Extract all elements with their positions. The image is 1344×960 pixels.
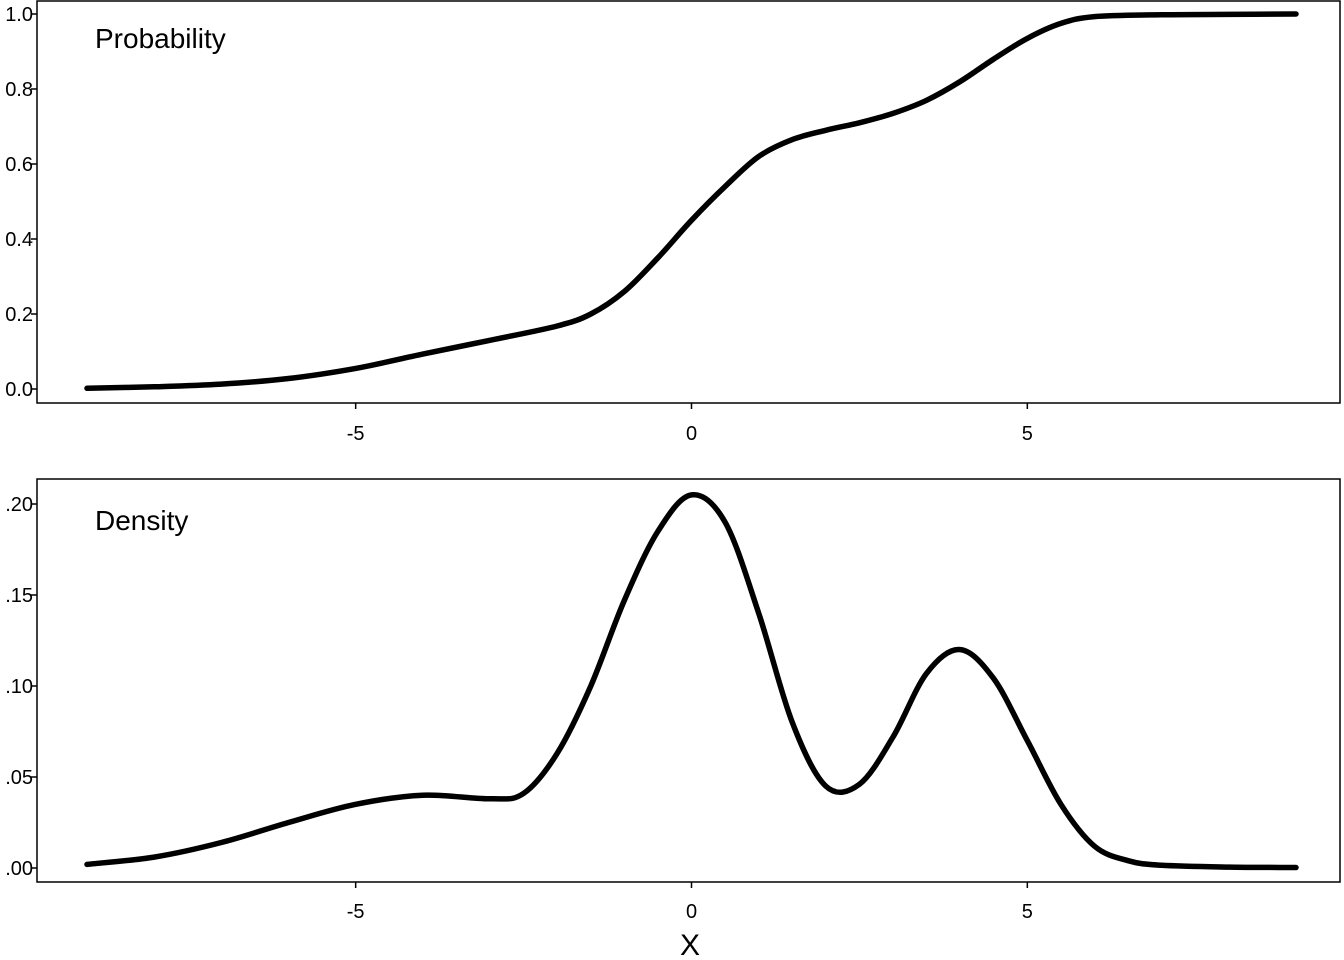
y-tick-label: .15 <box>5 585 33 607</box>
y-tick-label: 1.0 <box>5 4 33 26</box>
x-tick-label: -5 <box>347 901 365 923</box>
density-plot-frame <box>36 478 1341 883</box>
density-panel: Density .00 .05 .10 .15 .20 -5 0 5 <box>5 478 1341 923</box>
x-tick-label: 0 <box>686 423 697 445</box>
probability-panel-label: Probability <box>95 23 226 54</box>
x-tick-label: 5 <box>1022 901 1033 923</box>
y-tick-label: 0.2 <box>5 304 33 326</box>
x-tick-label: 0 <box>686 901 697 923</box>
y-tick-label: .20 <box>5 494 33 516</box>
y-tick-label: .00 <box>5 858 33 880</box>
probability-curve <box>84 11 1299 392</box>
x-tick-label: 5 <box>1022 423 1033 445</box>
y-tick-label: 0.0 <box>5 379 33 401</box>
density-panel-label: Density <box>95 505 188 536</box>
probability-plot-frame <box>36 0 1341 404</box>
y-tick-label: 0.4 <box>5 229 33 251</box>
y-tick-label: .05 <box>5 767 33 789</box>
x-axis-title: X <box>680 929 700 960</box>
y-tick-label: 0.8 <box>5 79 33 101</box>
x-tick-label: -5 <box>347 423 365 445</box>
density-curve <box>84 492 1299 871</box>
y-tick-label: .10 <box>5 676 33 698</box>
y-tick-label: 0.6 <box>5 154 33 176</box>
probability-panel: Probability 0.0 0.2 0.4 0.6 0.8 1.0 -5 0 5 <box>5 0 1341 445</box>
